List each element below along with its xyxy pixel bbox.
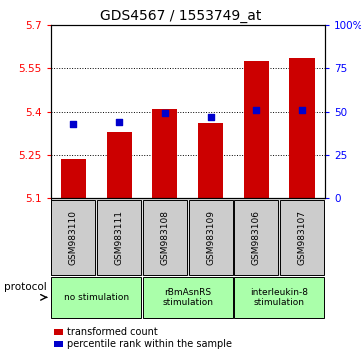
Bar <box>152 109 178 198</box>
Bar <box>290 58 314 198</box>
FancyBboxPatch shape <box>52 200 95 275</box>
FancyBboxPatch shape <box>189 200 232 275</box>
Bar <box>198 123 223 198</box>
Text: rBmAsnRS
stimulation: rBmAsnRS stimulation <box>162 288 213 307</box>
Text: interleukin-8
stimulation: interleukin-8 stimulation <box>250 288 308 307</box>
Text: GDS4567 / 1553749_at: GDS4567 / 1553749_at <box>100 9 261 23</box>
Text: transformed count: transformed count <box>67 327 157 337</box>
Point <box>299 107 305 113</box>
Text: GSM983108: GSM983108 <box>160 210 169 265</box>
FancyBboxPatch shape <box>280 200 324 275</box>
FancyBboxPatch shape <box>234 277 324 318</box>
Text: GSM983111: GSM983111 <box>115 210 123 265</box>
Point <box>70 121 76 126</box>
FancyBboxPatch shape <box>52 277 141 318</box>
FancyBboxPatch shape <box>234 200 278 275</box>
Bar <box>106 132 132 198</box>
Point <box>116 119 122 125</box>
Text: GSM983110: GSM983110 <box>69 210 78 265</box>
Point <box>208 114 213 120</box>
Text: GSM983106: GSM983106 <box>252 210 261 265</box>
Point <box>253 107 259 113</box>
Text: GSM983107: GSM983107 <box>297 210 306 265</box>
Text: protocol: protocol <box>4 282 46 292</box>
Text: percentile rank within the sample: percentile rank within the sample <box>67 339 232 349</box>
Point <box>162 110 168 116</box>
Bar <box>61 159 86 198</box>
Text: GSM983109: GSM983109 <box>206 210 215 265</box>
FancyBboxPatch shape <box>97 200 141 275</box>
Bar <box>244 61 269 198</box>
FancyBboxPatch shape <box>143 200 187 275</box>
Text: no stimulation: no stimulation <box>64 293 129 302</box>
FancyBboxPatch shape <box>143 277 232 318</box>
